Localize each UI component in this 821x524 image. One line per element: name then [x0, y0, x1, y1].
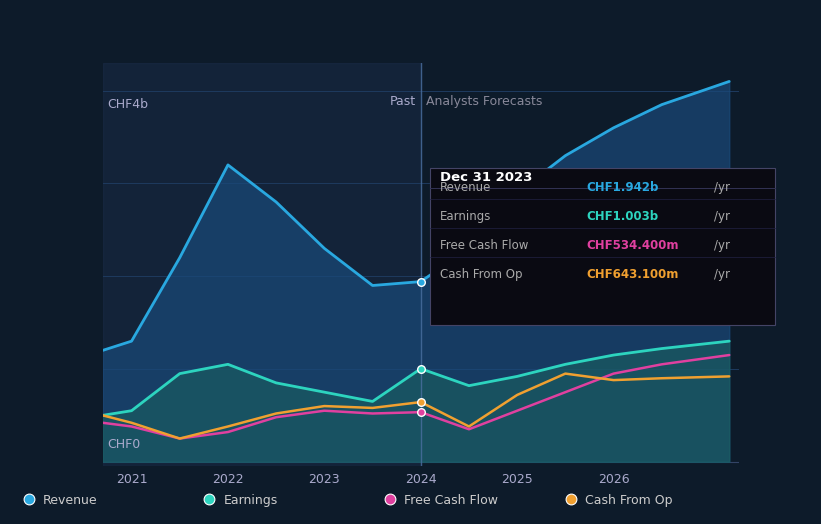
Text: /yr: /yr — [713, 181, 730, 194]
Text: CHF534.400m: CHF534.400m — [586, 239, 679, 252]
Text: Revenue: Revenue — [440, 181, 492, 194]
Text: CHF1.942b: CHF1.942b — [586, 181, 658, 194]
Point — [415, 408, 428, 417]
Text: CHF1.003b: CHF1.003b — [586, 210, 658, 223]
Text: Free Cash Flow: Free Cash Flow — [440, 239, 529, 252]
Bar — [103, 63, 421, 466]
Text: CHF0: CHF0 — [108, 438, 140, 451]
Point — [415, 277, 428, 286]
Text: Past: Past — [390, 95, 416, 108]
Text: Free Cash Flow: Free Cash Flow — [404, 494, 498, 507]
Text: /yr: /yr — [713, 210, 730, 223]
Point — [665, 274, 678, 282]
Text: Dec 31 2023: Dec 31 2023 — [440, 171, 533, 184]
Text: Cash From Op: Cash From Op — [440, 268, 523, 281]
Text: Revenue: Revenue — [43, 494, 98, 507]
Point — [415, 365, 428, 373]
Text: /yr: /yr — [713, 268, 730, 281]
Point — [415, 398, 428, 406]
Text: /yr: /yr — [713, 239, 730, 252]
Text: CHF643.100m: CHF643.100m — [586, 268, 679, 281]
Text: Analysts Forecasts: Analysts Forecasts — [425, 95, 542, 108]
Text: Earnings: Earnings — [440, 210, 492, 223]
Text: Earnings: Earnings — [223, 494, 277, 507]
Text: CHF4b: CHF4b — [108, 98, 149, 111]
Text: Cash From Op: Cash From Op — [585, 494, 672, 507]
